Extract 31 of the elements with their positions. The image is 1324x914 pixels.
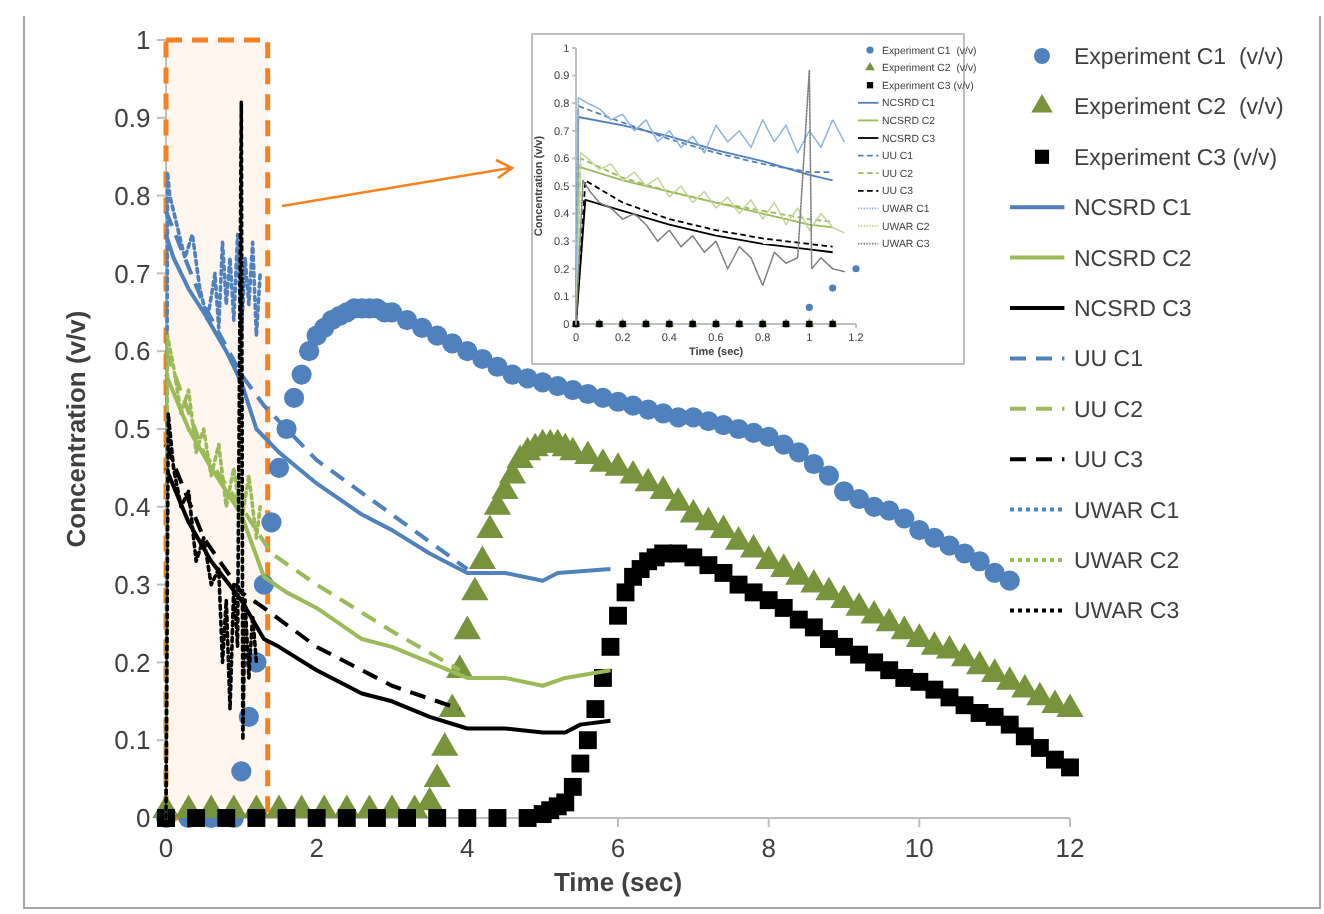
y-tick-label: 0.9	[114, 102, 151, 133]
legend-label: Experiment C1 (v/v)	[1074, 46, 1284, 71]
x-tick-label: 0	[158, 833, 174, 863]
legend-label: UWAR C3	[1074, 600, 1180, 625]
legend-label: UU C2	[1074, 398, 1144, 423]
legend-label: UU C3	[1074, 449, 1144, 474]
legend-label: Experiment C2 (v/v)	[1074, 96, 1284, 121]
legend-label: UWAR C1	[1074, 499, 1180, 524]
y-tick-label: 0.8	[114, 180, 151, 211]
x-tick-label: 6	[610, 833, 626, 863]
y-tick-label: 0.2	[114, 647, 151, 678]
y-tick-label: 0.7	[114, 258, 151, 289]
y-tick-label: 0	[135, 803, 151, 834]
x-tick-label: 2	[309, 833, 324, 863]
legend-label: NCSRD C3	[1074, 298, 1192, 323]
legend-label: UWAR C2	[1074, 550, 1180, 575]
x-tick-label: 4	[460, 833, 475, 863]
y-tick-label: 0.5	[114, 414, 151, 445]
legend-label: NCSRD C2	[1074, 247, 1192, 272]
legend-label: NCSRD C1	[1074, 197, 1192, 222]
y-tick-label: 1	[135, 25, 151, 56]
y-tick-label: 0.3	[114, 569, 151, 600]
x-tick-label: 8	[761, 833, 776, 863]
x-tick-label: 12	[1055, 833, 1085, 863]
y-tick-label: 0.4	[114, 491, 151, 522]
y-axis-title: Concentration (v/v)	[61, 310, 92, 548]
y-tick-label: 0.1	[114, 725, 151, 756]
x-axis-title: Time (sec)	[553, 866, 683, 897]
x-tick-label: 10	[904, 833, 934, 863]
legend-label: UU C1	[1074, 348, 1144, 373]
legend-label: Experiment C3 (v/v)	[1074, 146, 1278, 171]
